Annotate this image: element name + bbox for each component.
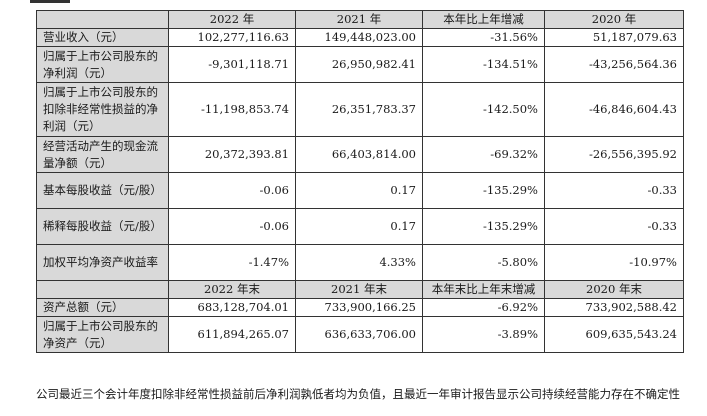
row-label: 稀释每股收益（元/股）: [36, 208, 169, 245]
financial-table: 2022 年 2021 年 本年比上年增减 2020 年 营业收入（元） 102…: [36, 10, 684, 353]
cell-2020: -10.97%: [544, 244, 684, 281]
cell-change: -142.50%: [422, 82, 545, 137]
cell-2022: -9,301,118.71: [168, 46, 296, 83]
cell-2020: -46,846,604.43: [544, 82, 684, 137]
cell-2021: 733,900,166.25: [295, 298, 423, 317]
cell-2020: -0.33: [544, 208, 684, 245]
cell-2020: 609,635,543.24: [544, 316, 684, 353]
table-row: 经营活动产生的现金流量净额（元） 20,372,393.81 66,403,81…: [36, 136, 684, 173]
top-decoration: [30, 0, 70, 3]
row-label: 经营活动产生的现金流量净额（元）: [36, 136, 169, 173]
cell-2022: 683,128,704.01: [168, 298, 296, 317]
cell-2021: 26,351,783.37: [295, 82, 423, 137]
cell-2021: 636,633,706.00: [295, 316, 423, 353]
cell-change: -135.29%: [422, 208, 545, 245]
header-2021-end: 2021 年末: [295, 280, 423, 299]
cell-change: -5.80%: [422, 244, 545, 281]
header-2021: 2021 年: [295, 10, 423, 29]
cell-2021: 0.17: [295, 172, 423, 209]
row-label: 归属于上市公司股东的扣除非经常性损益的净利润（元）: [36, 82, 169, 137]
cell-2020: 51,187,079.63: [544, 28, 684, 47]
header-change-end: 本年末比上年末增减: [422, 280, 545, 299]
row-label: 基本每股收益（元/股）: [36, 172, 169, 209]
header-2022: 2022 年: [168, 10, 296, 29]
table-row: 加权平均净资产收益率 -1.47% 4.33% -5.80% -10.97%: [36, 244, 684, 281]
row-label: 加权平均净资产收益率: [36, 244, 169, 281]
row-label: 归属于上市公司股东的净资产（元）: [36, 316, 169, 353]
cell-change: -3.89%: [422, 316, 545, 353]
cell-2021: 26,950,982.41: [295, 46, 423, 83]
table-row: 营业收入（元） 102,277,116.63 149,448,023.00 -3…: [36, 28, 684, 47]
cell-2020: -0.33: [544, 172, 684, 209]
footnote: 公司最近三个会计年度扣除非经常性损益前后净利润孰低者均为负值，且最近一年审计报告…: [36, 387, 680, 401]
table-row: 资产总额（元） 683,128,704.01 733,900,166.25 -6…: [36, 298, 684, 317]
cell-2022: 20,372,393.81: [168, 136, 296, 173]
cell-2022: 611,894,265.07: [168, 316, 296, 353]
header-2022-end: 2022 年末: [168, 280, 296, 299]
cell-2020: -43,256,564.36: [544, 46, 684, 83]
table-row: 稀释每股收益（元/股） -0.06 0.17 -135.29% -0.33: [36, 208, 684, 245]
table-row: 归属于上市公司股东的净资产（元） 611,894,265.07 636,633,…: [36, 316, 684, 353]
header-row-end: 2022 年末 2021 年末 本年末比上年末增减 2020 年末: [36, 280, 684, 299]
row-label: 营业收入（元）: [36, 28, 169, 47]
header-blank: [36, 10, 169, 29]
table-row: 归属于上市公司股东的扣除非经常性损益的净利润（元） -11,198,853.74…: [36, 82, 684, 137]
cell-2022: -0.06: [168, 208, 296, 245]
cell-2022: -1.47%: [168, 244, 296, 281]
cell-change: -31.56%: [422, 28, 545, 47]
cell-2020: -26,556,395.92: [544, 136, 684, 173]
header-blank: [36, 280, 169, 299]
cell-change: -135.29%: [422, 172, 545, 209]
cell-2022: -0.06: [168, 172, 296, 209]
cell-change: -69.32%: [422, 136, 545, 173]
cell-2021: 4.33%: [295, 244, 423, 281]
table-row: 归属于上市公司股东的净利润（元） -9,301,118.71 26,950,98…: [36, 46, 684, 83]
row-label: 资产总额（元）: [36, 298, 169, 317]
cell-change: -6.92%: [422, 298, 545, 317]
cell-2021: 66,403,814.00: [295, 136, 423, 173]
header-change: 本年比上年增减: [422, 10, 545, 29]
cell-2022: -11,198,853.74: [168, 82, 296, 137]
header-2020-end: 2020 年末: [544, 280, 684, 299]
header-2020: 2020 年: [544, 10, 684, 29]
table-row: 基本每股收益（元/股） -0.06 0.17 -135.29% -0.33: [36, 172, 684, 209]
cell-2021: 0.17: [295, 208, 423, 245]
row-label: 归属于上市公司股东的净利润（元）: [36, 46, 169, 83]
cell-2021: 149,448,023.00: [295, 28, 423, 47]
cell-2022: 102,277,116.63: [168, 28, 296, 47]
cell-change: -134.51%: [422, 46, 545, 83]
cell-2020: 733,902,588.42: [544, 298, 684, 317]
header-row: 2022 年 2021 年 本年比上年增减 2020 年: [36, 10, 684, 29]
